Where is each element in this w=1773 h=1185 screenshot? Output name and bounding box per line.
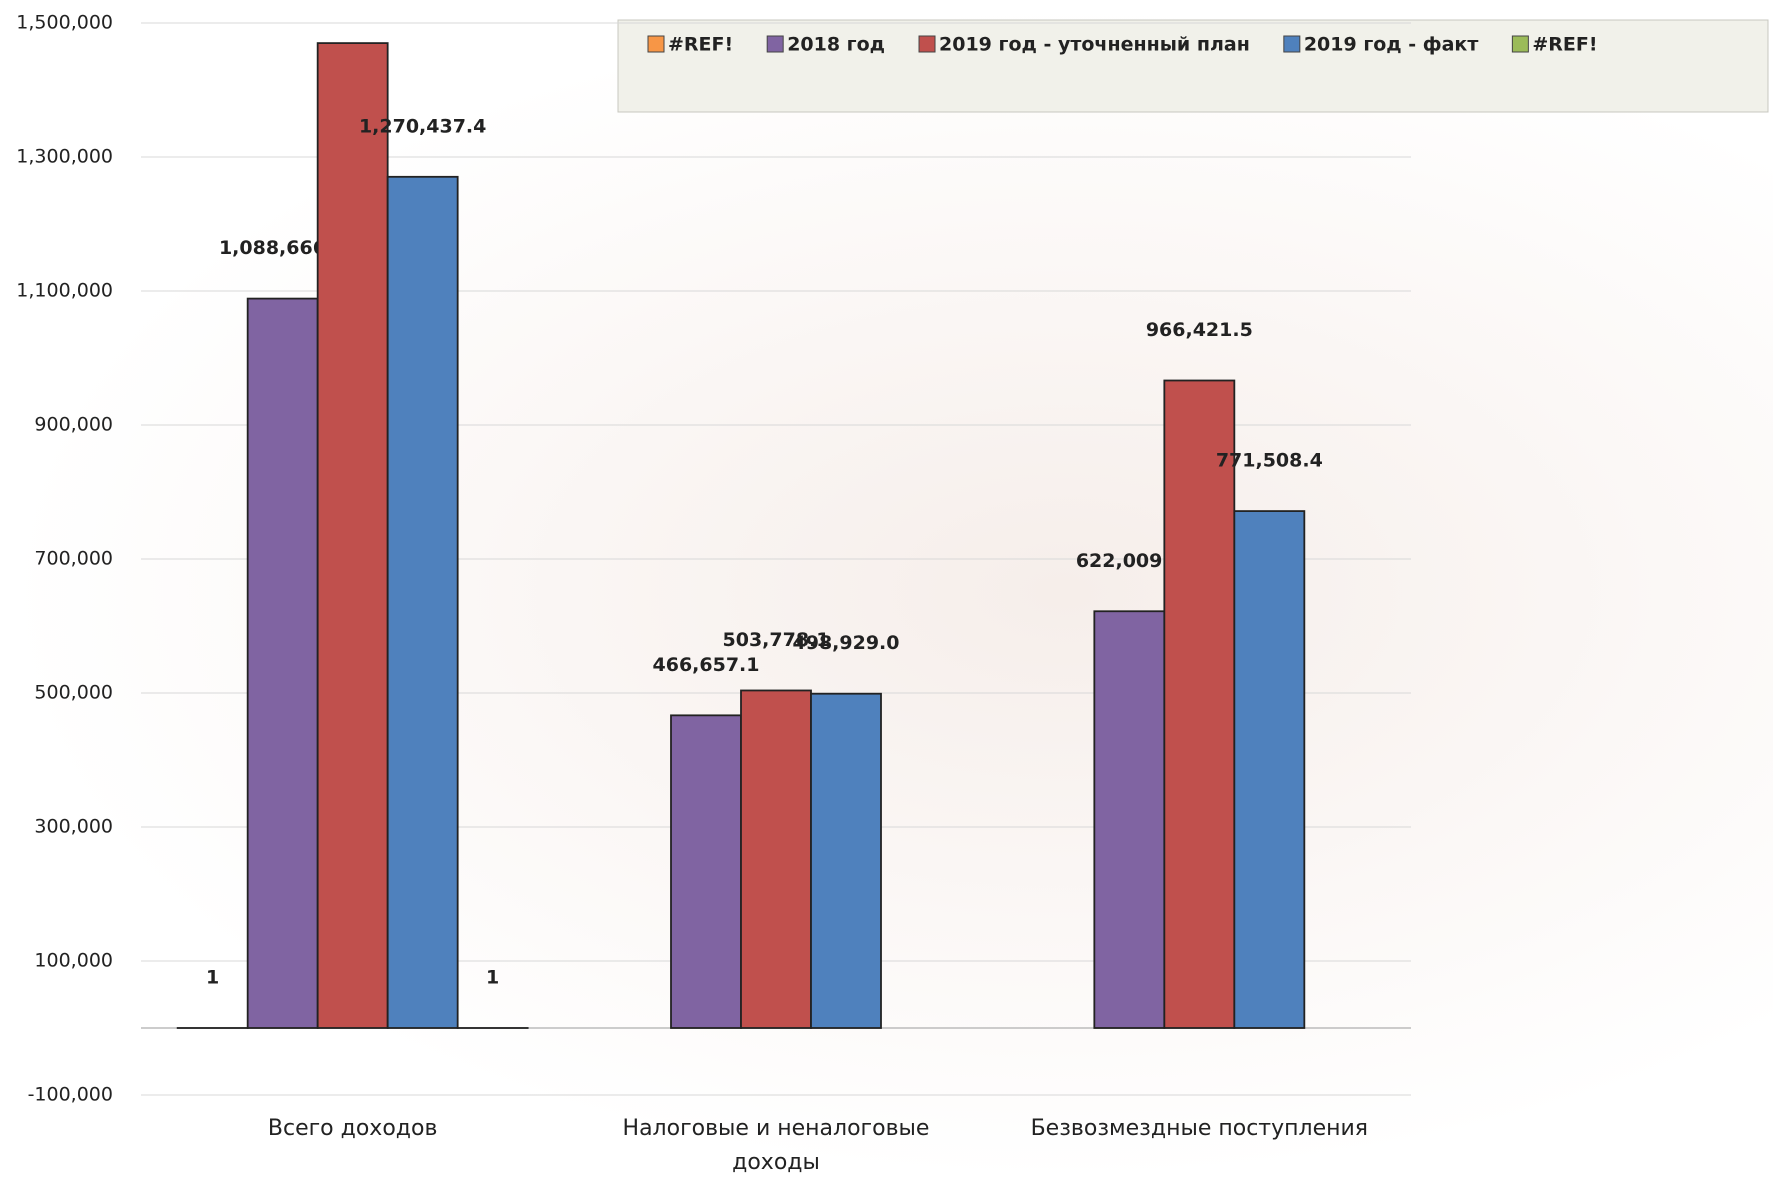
legend-label: 2019 год - факт	[1304, 34, 1479, 56]
bar	[1163, 379, 1236, 1029]
legend-swatch	[1511, 35, 1529, 53]
legend-label: 2018 год	[787, 34, 885, 56]
data-label: 498,929.0	[793, 632, 900, 654]
data-label: 1,088,666.4	[219, 237, 346, 259]
bar	[740, 689, 812, 1029]
bar	[316, 42, 389, 1029]
legend-label: #REF!	[668, 34, 733, 56]
legend-swatch	[918, 35, 936, 53]
y-tick-label: 1,300,000	[16, 146, 113, 168]
y-tick-label: 300,000	[34, 816, 113, 838]
legend-swatch	[766, 35, 784, 53]
legend-swatch	[647, 35, 665, 53]
legend-label: 2019 год - уточненный план	[939, 34, 1250, 56]
data-label: 622,009.3	[1076, 550, 1183, 572]
x-tick-label: Безвозмездные поступления	[1030, 1116, 1369, 1141]
bar	[246, 297, 319, 1029]
x-tick-label: Налоговые и неналоговые доходы	[622, 1116, 930, 1175]
y-tick-label: 1,500,000	[16, 12, 113, 34]
y-tick-label: 900,000	[34, 414, 113, 436]
bar	[810, 692, 882, 1029]
y-tick-label: 700,000	[34, 548, 113, 570]
bar	[386, 175, 459, 1029]
data-label: 1	[206, 966, 219, 988]
y-tick-label: 100,000	[34, 950, 113, 972]
y-tick-label: -100,000	[28, 1084, 113, 1106]
y-tick-label: 1,100,000	[16, 280, 113, 302]
y-tick-label: 500,000	[34, 682, 113, 704]
data-label: 466,657.1	[653, 654, 760, 676]
data-label: 1,270,437.4	[359, 115, 486, 137]
legend-box	[617, 19, 1769, 113]
data-label: 1	[486, 966, 499, 988]
legend-swatch	[1283, 35, 1301, 53]
data-label: 503,778.1	[723, 629, 830, 651]
bar	[670, 714, 742, 1029]
legend-label: #REF!	[1532, 34, 1597, 56]
bar	[1093, 610, 1166, 1029]
bar	[1233, 510, 1306, 1029]
data-label: 966,421.5	[1146, 319, 1253, 341]
data-label: 771,508.4	[1216, 450, 1323, 472]
x-tick-label: Всего доходов	[267, 1116, 438, 1141]
